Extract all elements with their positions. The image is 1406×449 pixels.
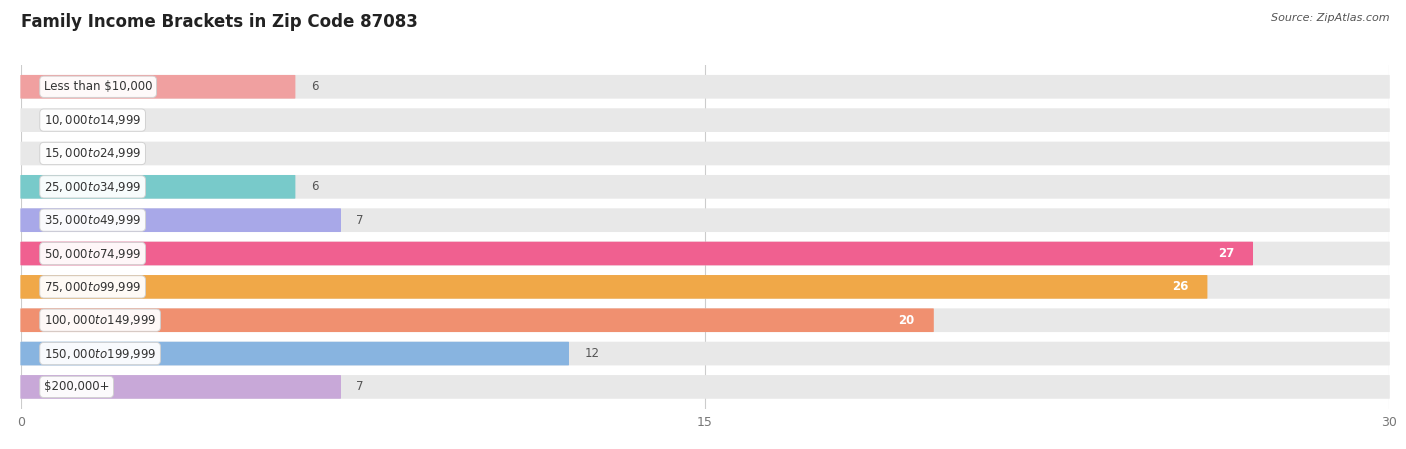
Text: 6: 6 [311, 180, 318, 194]
FancyBboxPatch shape [21, 75, 295, 99]
FancyBboxPatch shape [21, 375, 342, 399]
Text: $35,000 to $49,999: $35,000 to $49,999 [44, 213, 142, 227]
FancyBboxPatch shape [21, 75, 1389, 99]
FancyBboxPatch shape [21, 141, 1389, 165]
Text: 12: 12 [585, 347, 599, 360]
FancyBboxPatch shape [21, 242, 1253, 265]
FancyBboxPatch shape [21, 208, 342, 232]
Text: 6: 6 [311, 80, 318, 93]
Text: $15,000 to $24,999: $15,000 to $24,999 [44, 146, 142, 160]
Text: $25,000 to $34,999: $25,000 to $34,999 [44, 180, 142, 194]
FancyBboxPatch shape [21, 242, 1389, 265]
Text: $150,000 to $199,999: $150,000 to $199,999 [44, 347, 156, 361]
Text: Less than $10,000: Less than $10,000 [44, 80, 152, 93]
FancyBboxPatch shape [21, 342, 569, 365]
Text: 7: 7 [356, 214, 364, 227]
Text: $10,000 to $14,999: $10,000 to $14,999 [44, 113, 142, 127]
FancyBboxPatch shape [21, 175, 1389, 198]
FancyBboxPatch shape [21, 342, 1389, 365]
FancyBboxPatch shape [21, 308, 934, 332]
FancyBboxPatch shape [21, 175, 295, 198]
Text: $200,000+: $200,000+ [44, 380, 110, 393]
Text: Source: ZipAtlas.com: Source: ZipAtlas.com [1271, 13, 1389, 23]
Text: 20: 20 [898, 314, 915, 327]
FancyBboxPatch shape [21, 275, 1389, 299]
Text: Family Income Brackets in Zip Code 87083: Family Income Brackets in Zip Code 87083 [21, 13, 418, 31]
Text: $100,000 to $149,999: $100,000 to $149,999 [44, 313, 156, 327]
Text: 27: 27 [1218, 247, 1234, 260]
FancyBboxPatch shape [21, 375, 1389, 399]
FancyBboxPatch shape [21, 275, 1208, 299]
Text: $50,000 to $74,999: $50,000 to $74,999 [44, 247, 142, 260]
FancyBboxPatch shape [21, 108, 1389, 132]
Text: 7: 7 [356, 380, 364, 393]
Text: $75,000 to $99,999: $75,000 to $99,999 [44, 280, 142, 294]
Text: 26: 26 [1173, 280, 1188, 293]
FancyBboxPatch shape [21, 308, 1389, 332]
FancyBboxPatch shape [21, 208, 1389, 232]
